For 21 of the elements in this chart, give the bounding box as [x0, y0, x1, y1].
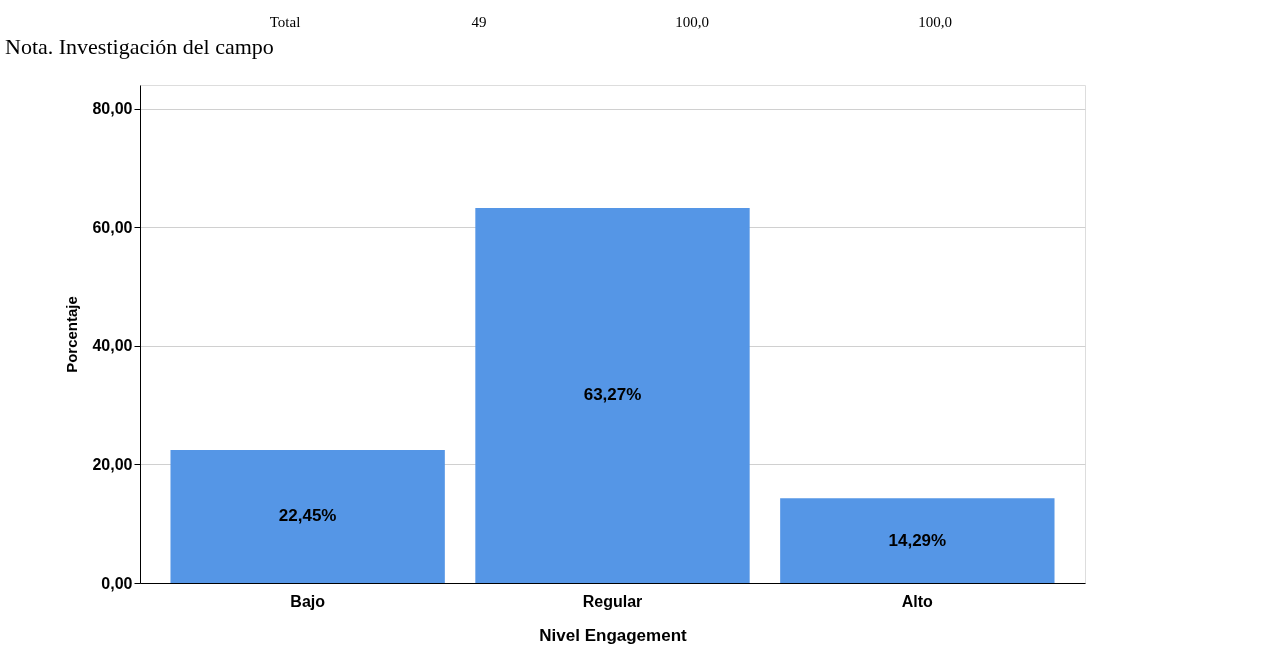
y-tick-label: 0,00: [101, 574, 133, 592]
text: Total: [269, 14, 301, 30]
y-axis-title: Porcentaje: [63, 296, 81, 373]
text: 100,0: [918, 14, 952, 30]
y-tick-label: 80,00: [92, 100, 133, 118]
text: 49: [471, 14, 487, 30]
y-tick-label: 60,00: [92, 218, 133, 236]
bar: [475, 207, 750, 583]
x-tick-label: Regular: [582, 592, 643, 610]
data-label: 22,45%: [278, 506, 337, 526]
text: Nota. Investigación del campo: [5, 34, 274, 59]
y-tick-label: 40,00: [92, 337, 133, 355]
bar: [780, 498, 1055, 583]
data-label: 14,29%: [888, 530, 947, 550]
x-tick-label: Alto: [901, 592, 934, 610]
x-axis-title: Nivel Engagement: [539, 625, 688, 645]
y-tick-label: 20,00: [92, 455, 133, 473]
data-label: 63,27%: [583, 385, 642, 405]
x-tick-label: Bajo: [290, 592, 326, 610]
bar: [170, 449, 445, 583]
text: 100,0: [675, 14, 709, 30]
